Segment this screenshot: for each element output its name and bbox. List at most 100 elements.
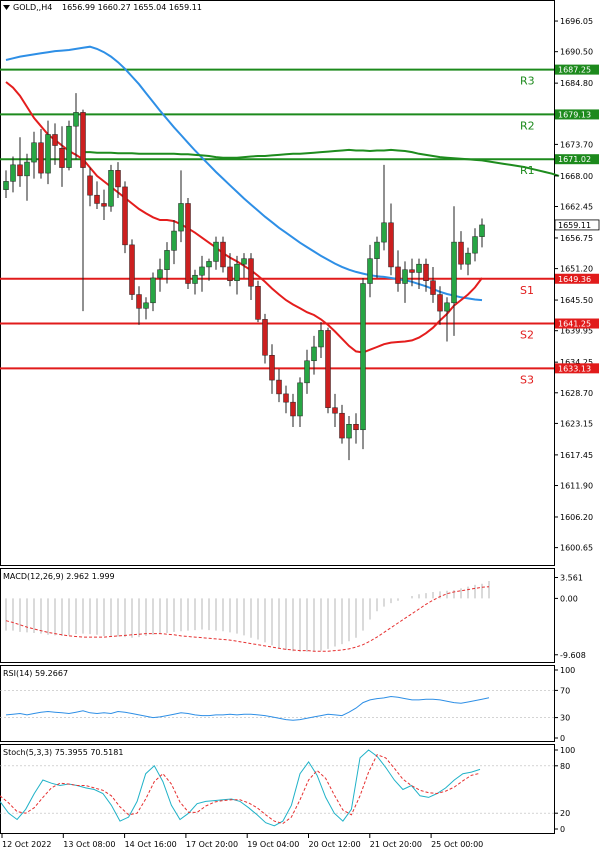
candle-bear [87, 175, 93, 196]
rsi-tick-label: 100 [560, 666, 575, 675]
candle-bull [297, 382, 303, 417]
ohlc-values: 1656.99 1660.27 1655.04 1659.11 [62, 3, 202, 12]
time-tick-label: 21 Oct 20:00 [370, 840, 422, 849]
rsi-axis: 100 70 30 0 [554, 666, 575, 743]
level-tag-bg [555, 273, 599, 284]
rsi-pane-frame [0, 665, 555, 742]
candle-bear [185, 203, 191, 284]
price-tick-label: 1673.70 [560, 140, 593, 149]
price-tick-label: 1668.00 [560, 172, 593, 181]
candle-bull [416, 263, 422, 273]
candle-bull [311, 346, 317, 362]
stoch-tick-label: 100 [560, 746, 575, 755]
candle-bull [234, 263, 240, 281]
macd-axis: 3.561 0.00 -9.608 [554, 574, 586, 660]
candle-bear [17, 164, 23, 177]
macd-pane-frame [0, 568, 555, 663]
chart-header: GOLD,,H4 1656.99 1660.27 1655.04 1659.11 [3, 3, 202, 12]
stoch-pane-frame [0, 744, 555, 834]
candle-bull [45, 134, 51, 174]
candle-bull [465, 252, 471, 265]
level-tag-value: 1687.25 [558, 66, 591, 75]
candle-bear [409, 269, 415, 273]
level-tag-value: 1641.25 [558, 320, 591, 329]
candle-bear [423, 263, 429, 281]
price-pane-frame [0, 0, 555, 566]
candlesticks [3, 93, 485, 461]
level-label-s1: S1 [520, 284, 534, 297]
current-price-value: 1659.11 [558, 221, 591, 230]
time-axis: 12 Oct 2022 13 Oct 08:00 14 Oct 16:00 17 Oc… [1, 834, 483, 849]
price-tick-label: 1651.20 [560, 265, 593, 274]
candle-bull [178, 203, 184, 232]
level-tag-value: 1633.13 [558, 364, 591, 373]
candle-bull [381, 222, 387, 243]
candle-bull [171, 230, 177, 251]
candle-bull [367, 258, 373, 284]
macd-tick-label: 3.561 [560, 574, 583, 583]
stoch-tick-label: 0 [560, 825, 565, 834]
level-label-r2: R2 [520, 119, 535, 132]
candle-bull [143, 302, 149, 309]
price-tick-label: 1696.05 [560, 17, 593, 26]
macd-tick-label: -9.608 [560, 651, 586, 660]
candle-bull [199, 266, 205, 276]
macd-signal-line [5, 586, 490, 652]
stoch-title: Stoch(5,3,3) 75.3955 70.5181 [3, 748, 123, 757]
current-price-tag [554, 219, 600, 231]
candle-bear [353, 424, 359, 431]
level-tag-bg [555, 109, 599, 120]
candle-bear [325, 330, 331, 408]
candle-bear [430, 280, 436, 295]
time-tick-label: 13 Oct 08:00 [63, 840, 115, 849]
candle-bear [395, 266, 401, 284]
candle-bear [80, 112, 86, 168]
candle-bear [115, 170, 121, 188]
candle-bull [31, 142, 37, 163]
price-tick-label: 1611.90 [560, 482, 593, 491]
moving-average-line-green_ma [83, 148, 560, 177]
stoch-tick-label: 80 [560, 762, 570, 771]
stoch-tick-label: 20 [560, 809, 570, 818]
candle-bear [332, 407, 338, 414]
candle-bull [318, 330, 324, 348]
candle-bear [136, 294, 142, 309]
candle-bull [479, 224, 485, 237]
candle-bull [108, 170, 114, 207]
level-tag-value: 1679.13 [558, 110, 591, 119]
rsi-line [0, 690, 554, 721]
candle-bear [59, 148, 65, 168]
price-tick-label: 1623.15 [560, 419, 593, 428]
macd-pane: 3.561 0.00 -9.608 MACD(12,26,9) 2.962 1.99… [0, 568, 586, 663]
candle-bear [262, 319, 268, 356]
level-label-s2: S2 [520, 329, 534, 342]
candle-bear [290, 401, 296, 417]
stoch-main-polyline [0, 749, 481, 827]
macd-tick-label: 0.00 [560, 594, 578, 603]
candle-bear [94, 194, 100, 204]
level-price-tags: 1687.25 1679.13 1671.02 1649.36 1641.25 1633.… [554, 64, 600, 374]
time-tick-label: 14 Oct 16:00 [125, 840, 177, 849]
level-tag-bg [555, 318, 599, 329]
price-tick-label: 1634.25 [560, 358, 593, 367]
symbol-label: GOLD,,H4 [13, 3, 52, 12]
candle-bear [101, 203, 107, 207]
stoch-signal-polyline [0, 754, 481, 825]
price-tick-label: 1639.95 [560, 327, 593, 336]
price-tick-label: 1662.45 [560, 203, 593, 212]
candle-bull [3, 181, 9, 190]
candle-bull [472, 236, 478, 254]
candle-bull [157, 269, 163, 279]
candle-bull [164, 250, 170, 270]
candle-bear [129, 244, 135, 295]
price-tick-label: 1600.65 [560, 544, 593, 553]
candle-bull [66, 125, 72, 168]
price-tick-label: 1656.75 [560, 234, 593, 243]
candle-bear [339, 412, 345, 439]
stoch-pane: 100 80 20 0 Stoch(5,3,3) 75.3955 70.5181 [0, 744, 575, 834]
candle-bear [227, 266, 233, 281]
candle-bull [24, 161, 30, 177]
candle-bear [437, 294, 443, 312]
level-tag-value: 1649.36 [558, 275, 591, 284]
